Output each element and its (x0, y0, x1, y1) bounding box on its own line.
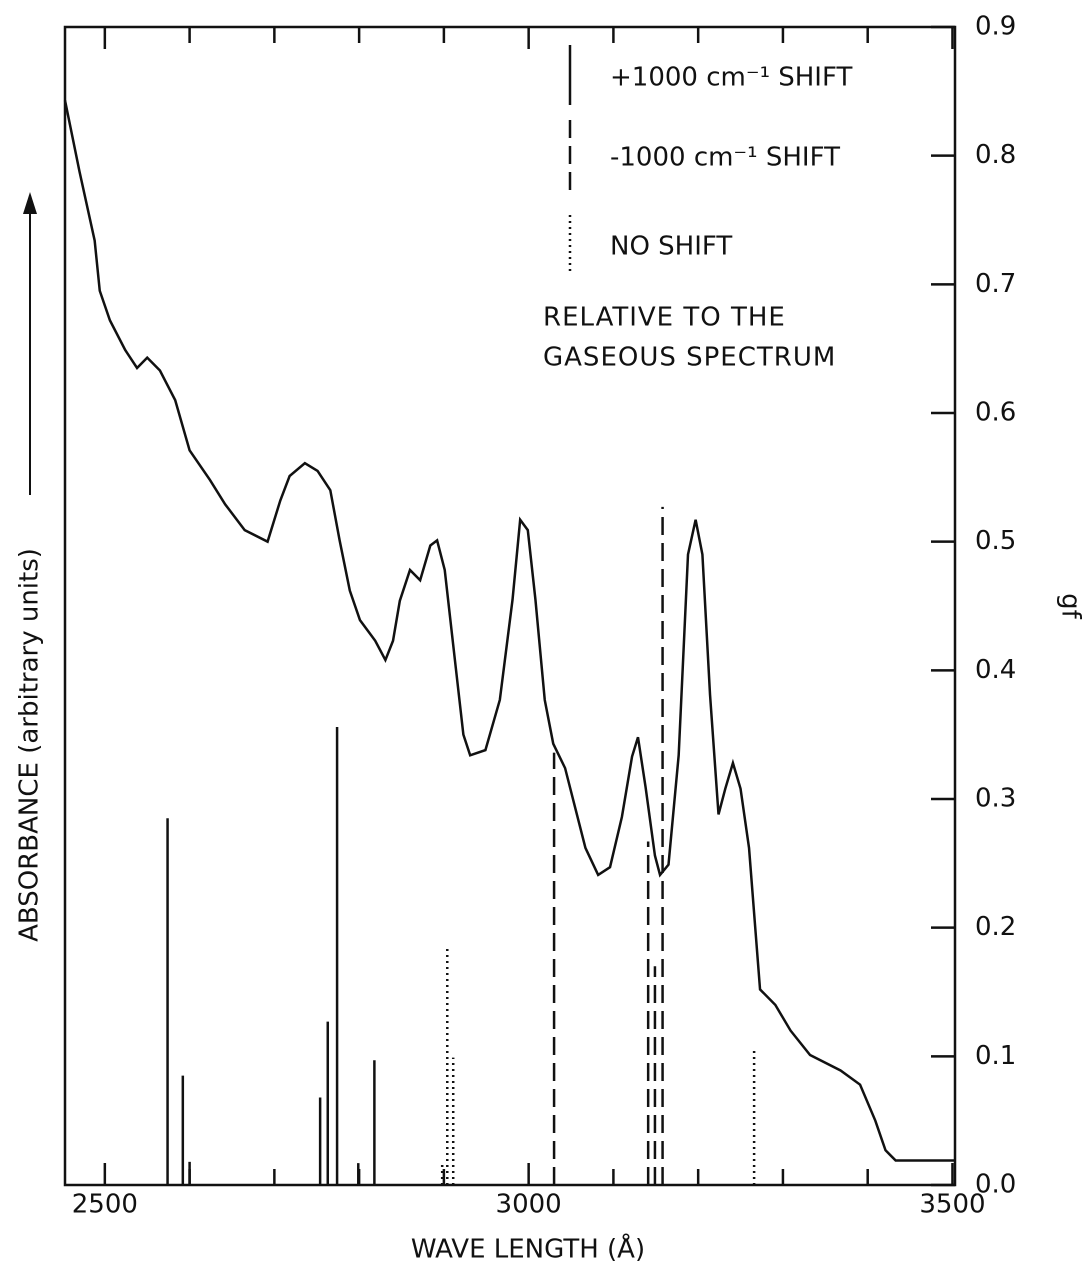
annotation: RELATIVE TO THE (543, 303, 786, 333)
y-tick-label: 0.8 (975, 140, 1016, 170)
y-tick-label: 0.6 (975, 398, 1016, 428)
x-tick-label: 3500 (919, 1190, 985, 1220)
x-tick-label: 3000 (496, 1190, 562, 1220)
absorbance-curve (63, 100, 955, 1162)
y-arrow-head (23, 192, 37, 214)
y-tick-label: 0.4 (975, 655, 1016, 685)
y2-axis-label: gf (1056, 593, 1086, 620)
y-tick-label: 0.7 (975, 269, 1016, 299)
legend-label: +1000 cm⁻¹ SHIFT (610, 63, 852, 93)
annotation: GASEOUS SPECTRUM (543, 343, 836, 373)
plot-frame (63, 25, 957, 1187)
y-tick-label: 0.1 (975, 1041, 1016, 1071)
y-tick-label: 0.5 (975, 526, 1016, 556)
y-tick-label: 0.0 (975, 1170, 1016, 1200)
y-axis-label: ABSORBANCE (arbitrary units) (15, 548, 45, 942)
legend-label: -1000 cm⁻¹ SHIFT (610, 143, 840, 173)
legend-label: NO SHIFT (610, 232, 732, 262)
x-tick-label: 2500 (72, 1190, 138, 1220)
x-axis-label: WAVE LENGTH (Å) (411, 1233, 645, 1265)
y-tick-label: 0.9 (975, 12, 1016, 42)
y-tick-label: 0.2 (975, 912, 1016, 942)
y-tick-label: 0.3 (975, 784, 1016, 814)
